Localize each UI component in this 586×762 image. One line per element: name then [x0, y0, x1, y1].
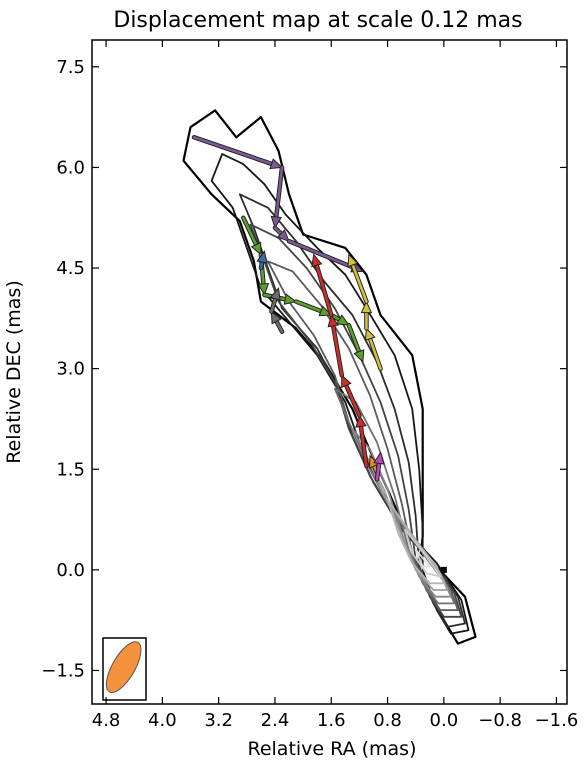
x-tick-label-4: 1.6	[317, 710, 346, 731]
y-tick-label-3: 3.0	[56, 359, 85, 380]
x-tick-label-8: −1.6	[535, 710, 579, 731]
y-tick-label-6: 7.5	[56, 57, 85, 78]
x-tick-label-2: 3.2	[204, 710, 233, 731]
x-tick-label-0: 4.8	[92, 710, 121, 731]
x-tick-label-6: 0.0	[430, 710, 459, 731]
x-tick-label-1: 4.0	[148, 710, 177, 731]
vector-head-7-0	[374, 453, 384, 465]
x-tick-label-5: 0.8	[373, 710, 402, 731]
x-axis-label: Relative RA (mas)	[247, 738, 416, 760]
y-tick-label-0: −1.5	[41, 660, 85, 681]
y-tick-label-5: 6.0	[56, 157, 85, 178]
y-tick-label-2: 1.5	[56, 459, 85, 480]
x-tick-label-3: 2.4	[261, 710, 290, 731]
x-tick-label-7: −0.8	[478, 710, 522, 731]
vector-2-0	[369, 337, 380, 369]
plot-area: 4.8 4.0 3.2 2.4 1.6 0.8 0.0 −0.8 −1.6 −1.5 0.0 1.5 3…	[41, 40, 578, 731]
y-axis-label: Relative DEC (mas)	[3, 280, 25, 463]
vector-head-1-5	[354, 350, 363, 362]
y-tick-label-1: 0.0	[56, 560, 85, 581]
vector-head-3-3	[312, 255, 322, 267]
core-marker	[441, 567, 447, 573]
vector-head-1-0	[252, 243, 261, 255]
y-tick-label-4: 4.5	[56, 258, 85, 279]
chart-title: Displacement map at scale 0.12 mas	[113, 8, 522, 33]
